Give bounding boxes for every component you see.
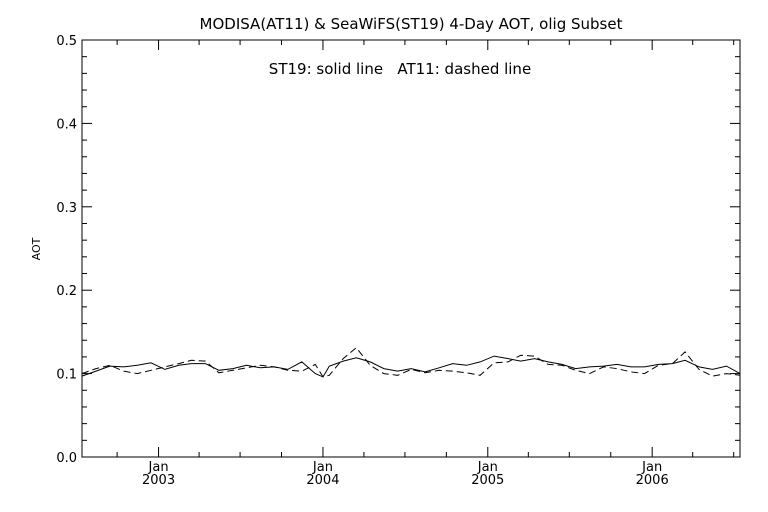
x-tick-year-label: 2003 [142,473,175,488]
y-tick-label: 0.4 [56,117,77,132]
y-axis-label: AOT [30,237,43,260]
x-tick-year-label: 2004 [306,473,339,488]
line-style-annotation: ST19: solid line AT11: dashed line [269,60,531,78]
y-tick-label: 0.2 [56,284,77,299]
y-tick-label: 0.1 [56,368,77,383]
x-tick-year-label: 2005 [471,473,504,488]
x-tick-month-label: Jan [641,460,662,475]
plot-frame [81,39,741,458]
y-tick-label: 0.3 [56,201,77,216]
series-line-solid [81,355,741,378]
y-axis-ticks: 0.0 0.1 0.2 0.3 0.4 0.5 [56,34,740,466]
x-tick-month-label: Jan [477,460,498,475]
y-tick-label: 0.5 [56,34,77,49]
series-lines [81,346,741,378]
x-tick-month-label: Jan [148,460,169,475]
x-tick-month-label: Jan [312,460,333,475]
x-tick-year-label: 2006 [636,473,669,488]
series-line-dashed [81,346,741,378]
y-tick-label: 0.0 [56,451,77,466]
chart-title: MODISA(AT11) & SeaWiFS(ST19) 4-Day AOT, … [200,15,623,33]
